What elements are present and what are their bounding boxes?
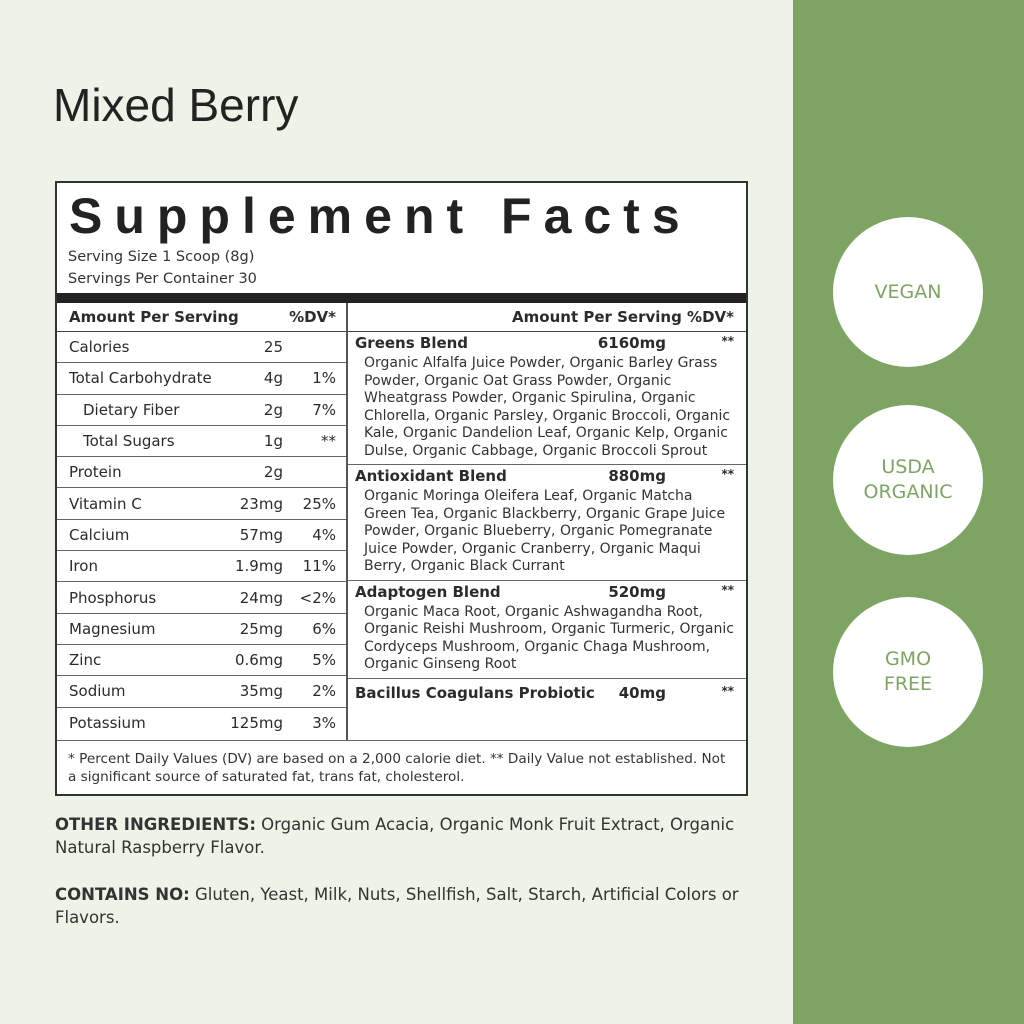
nutrient-row: Calcium 57mg 4%: [57, 520, 346, 552]
nutrient-amount: 2g: [263, 463, 283, 482]
gmo-free-badge: GMO FREE: [833, 597, 983, 747]
blend-amount: 520mg: [608, 582, 666, 601]
nutrient-amount: 4g: [263, 369, 283, 388]
nutrient-dv: 3%: [312, 714, 336, 733]
nutrient-amount: 0.6mg: [235, 651, 283, 670]
nutrient-dv: 2%: [312, 682, 336, 701]
nutrient-amount: 25: [263, 338, 283, 357]
blend-row: Greens Blend 6160mg ** Organic Alfalfa Juic…: [348, 332, 746, 465]
nutrient-amount: 125mg: [230, 714, 283, 733]
nutrient-name: Phosphorus: [69, 588, 157, 607]
nutrient-row: Sodium 35mg 2%: [57, 676, 346, 708]
product-title: Mixed Berry: [53, 79, 299, 131]
supplement-facts-panel: Supplement Facts Serving Size 1 Scoop (8…: [55, 181, 748, 796]
nutrient-name: Calories: [69, 338, 130, 357]
nutrient-row: Iron 1.9mg 11%: [57, 551, 346, 583]
nutrient-dv: <2%: [299, 588, 336, 607]
side-band: VEGAN USDA ORGANIC GMO FREE: [793, 0, 1024, 1024]
nutrient-name: Protein: [69, 463, 122, 482]
servings-per-container: Servings Per Container 30: [68, 271, 257, 287]
nutrient-amount: 35mg: [239, 682, 283, 701]
serving-size: Serving Size 1 Scoop (8g): [68, 249, 255, 265]
other-ingredients-label: OTHER INGREDIENTS:: [55, 815, 256, 834]
nutrient-amount: 57mg: [239, 525, 283, 544]
nutrient-name: Total Sugars: [83, 432, 175, 451]
facts-heading: Supplement Facts: [69, 188, 692, 244]
nutrient-dv: 5%: [312, 651, 336, 670]
contains-no-text: Gluten, Yeast, Milk, Nuts, Shellfish, Sa…: [55, 885, 739, 927]
nutrient-amount: 1g: [263, 432, 283, 451]
nutrient-amount: 2g: [263, 400, 283, 419]
nutrient-row: Potassium 125mg 3%: [57, 708, 346, 739]
nutrient-row: Calories 25: [57, 332, 346, 364]
nutrient-dv: 6%: [312, 619, 336, 638]
nutrient-amount: 24mg: [239, 588, 283, 607]
blend-amount: 880mg: [608, 467, 666, 485]
blend-dv: **: [721, 582, 734, 597]
nutrient-dv: 7%: [312, 400, 336, 419]
nutrient-amount: 1.9mg: [235, 557, 283, 576]
nutrient-amount: 23mg: [239, 494, 283, 513]
nutrient-name: Dietary Fiber: [83, 400, 180, 419]
nutrient-row: Phosphorus 24mg <2%: [57, 582, 346, 614]
blend-ingredients: Organic Maca Root, Organic Ashwagandha R…: [364, 603, 734, 673]
blend-row: Antioxidant Blend 880mg ** Organic Moringa …: [348, 465, 746, 581]
blend-ingredients: Organic Moringa Oleifera Leaf, Organic M…: [364, 488, 726, 574]
nutrient-name: Potassium: [69, 714, 146, 733]
nutrient-name: Calcium: [69, 525, 130, 544]
blend-ingredients: Organic Alfalfa Juice Powder, Organic Ba…: [364, 355, 731, 459]
nutrient-name: Iron: [69, 557, 98, 576]
nutrient-name: Total Carbohydrate: [69, 369, 212, 388]
nutrient-name: Magnesium: [69, 619, 156, 638]
nutrient-dv: 25%: [302, 494, 336, 513]
other-ingredients: OTHER INGREDIENTS: Organic Gum Acacia, O…: [55, 813, 745, 859]
blend-dv: **: [721, 334, 734, 348]
blend-heading: Greens Blend 6160mg **: [355, 334, 736, 355]
blend-dv: **: [721, 683, 734, 698]
nutrient-row: Dietary Fiber 2g 7%: [57, 395, 346, 426]
nutrient-name: Zinc: [69, 651, 102, 670]
usda-organic-badge: USDA ORGANIC: [833, 405, 983, 555]
nutrient-amount: 25mg: [239, 619, 283, 638]
footnote: * Percent Daily Values (DV) are based on…: [57, 740, 746, 795]
blend-row: Bacillus Coagulans Probiotic 40mg **: [348, 679, 746, 709]
nutrient-name: Vitamin C: [69, 494, 142, 513]
contains-no: CONTAINS NO: Gluten, Yeast, Milk, Nuts, …: [55, 883, 745, 929]
blend-dv: **: [721, 467, 734, 481]
blend-heading: Antioxidant Blend 880mg **: [355, 467, 736, 488]
nutrient-row: Magnesium 25mg 6%: [57, 614, 346, 645]
blend-amount: 6160mg: [597, 334, 666, 352]
blend-name: Antioxidant Blend: [355, 467, 507, 485]
blend-name: Greens Blend: [355, 334, 469, 352]
blend-row: Adaptogen Blend 520mg ** Organic Maca Root,…: [348, 581, 746, 679]
blend-heading: Adaptogen Blend 520mg **: [355, 583, 736, 604]
column-divider: [346, 303, 348, 740]
nutrient-dv: 4%: [312, 525, 336, 544]
contains-no-label: CONTAINS NO:: [55, 885, 190, 904]
blend-amount: 40mg: [618, 683, 666, 702]
nutrient-row: Total Carbohydrate 4g 1%: [57, 363, 346, 395]
nutrient-row: Total Sugars 1g **: [57, 426, 346, 458]
nutrient-row: Vitamin C 23mg 25%: [57, 488, 346, 520]
blend-header: Amount Per Serving %DV*: [348, 303, 746, 332]
header-dv: %DV*: [289, 308, 336, 326]
other-ingredients-text: Organic Gum Acacia, Organic Monk Fruit E…: [55, 815, 735, 857]
header-label: Amount Per Serving: [69, 308, 239, 326]
blend-name: Bacillus Coagulans Probiotic: [355, 683, 595, 702]
vegan-badge: VEGAN: [833, 217, 983, 367]
nutrient-row: Protein 2g: [57, 457, 346, 489]
nutrient-name: Sodium: [69, 682, 126, 701]
nutrient-dv: **: [321, 432, 336, 451]
nutrient-dv: 1%: [312, 369, 336, 388]
nutrient-dv: 11%: [302, 557, 336, 576]
divider-bar: [57, 293, 746, 303]
blend-heading: Bacillus Coagulans Probiotic 40mg **: [355, 684, 736, 705]
blend-table: Amount Per Serving %DV* Greens Blend 6160…: [348, 303, 746, 709]
blend-name: Adaptogen Blend: [355, 582, 501, 601]
nutrient-row: Zinc 0.6mg 5%: [57, 645, 346, 677]
nutrient-table: Amount Per Serving %DV* Calories 25 Total …: [57, 303, 346, 739]
nutrient-header: Amount Per Serving %DV*: [57, 303, 346, 332]
